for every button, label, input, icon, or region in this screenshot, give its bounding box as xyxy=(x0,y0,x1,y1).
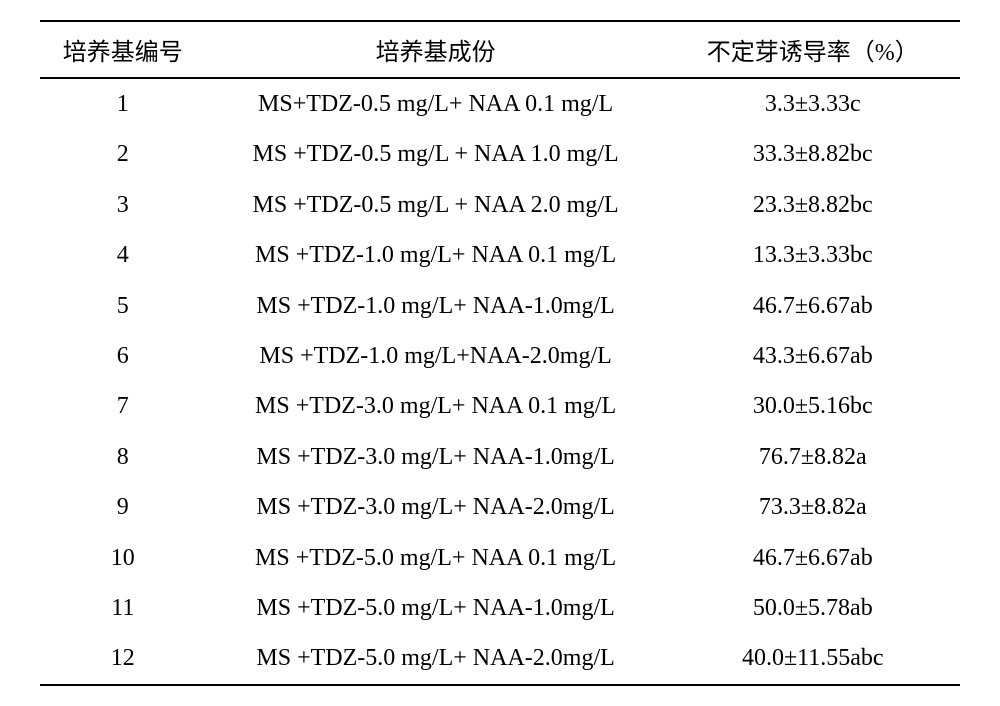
table-header-row: 培养基编号 培养基成份 不定芽诱导率（%） xyxy=(40,21,960,78)
cell-induction-rate: 46.7±6.67ab xyxy=(666,281,960,331)
cell-composition: MS +TDZ-0.5 mg/L + NAA 2.0 mg/L xyxy=(206,180,666,230)
table-row: 3MS +TDZ-0.5 mg/L + NAA 2.0 mg/L23.3±8.8… xyxy=(40,180,960,230)
cell-induction-rate: 23.3±8.82bc xyxy=(666,180,960,230)
cell-composition: MS +TDZ-1.0 mg/L+NAA-2.0mg/L xyxy=(206,331,666,381)
cell-id: 6 xyxy=(40,331,206,381)
cell-composition: MS +TDZ-3.0 mg/L+ NAA 0.1 mg/L xyxy=(206,381,666,431)
cell-composition: MS +TDZ-5.0 mg/L+ NAA-1.0mg/L xyxy=(206,583,666,633)
cell-induction-rate: 33.3±8.82bc xyxy=(666,129,960,179)
media-induction-table: 培养基编号 培养基成份 不定芽诱导率（%） 1MS+TDZ-0.5 mg/L+ … xyxy=(40,20,960,686)
cell-id: 2 xyxy=(40,129,206,179)
cell-induction-rate: 43.3±6.67ab xyxy=(666,331,960,381)
table-row: 9MS +TDZ-3.0 mg/L+ NAA-2.0mg/L73.3±8.82a xyxy=(40,482,960,532)
cell-id: 9 xyxy=(40,482,206,532)
header-induction-rate: 不定芽诱导率（%） xyxy=(666,21,960,78)
table-row: 7MS +TDZ-3.0 mg/L+ NAA 0.1 mg/L30.0±5.16… xyxy=(40,381,960,431)
cell-composition: MS +TDZ-5.0 mg/L+ NAA 0.1 mg/L xyxy=(206,533,666,583)
cell-id: 12 xyxy=(40,633,206,684)
table-body: 1MS+TDZ-0.5 mg/L+ NAA 0.1 mg/L3.3±3.33c2… xyxy=(40,78,960,685)
header-id: 培养基编号 xyxy=(40,21,206,78)
table-row: 4MS +TDZ-1.0 mg/L+ NAA 0.1 mg/L13.3±3.33… xyxy=(40,230,960,280)
table-row: 6MS +TDZ-1.0 mg/L+NAA-2.0mg/L43.3±6.67ab xyxy=(40,331,960,381)
table-row: 2MS +TDZ-0.5 mg/L + NAA 1.0 mg/L33.3±8.8… xyxy=(40,129,960,179)
cell-composition: MS +TDZ-1.0 mg/L+ NAA 0.1 mg/L xyxy=(206,230,666,280)
cell-id: 4 xyxy=(40,230,206,280)
cell-induction-rate: 30.0±5.16bc xyxy=(666,381,960,431)
cell-induction-rate: 73.3±8.82a xyxy=(666,482,960,532)
table-row: 11MS +TDZ-5.0 mg/L+ NAA-1.0mg/L50.0±5.78… xyxy=(40,583,960,633)
table-row: 8MS +TDZ-3.0 mg/L+ NAA-1.0mg/L76.7±8.82a xyxy=(40,432,960,482)
cell-composition: MS +TDZ-3.0 mg/L+ NAA-2.0mg/L xyxy=(206,482,666,532)
cell-id: 1 xyxy=(40,78,206,129)
table-row: 10MS +TDZ-5.0 mg/L+ NAA 0.1 mg/L46.7±6.6… xyxy=(40,533,960,583)
cell-composition: MS +TDZ-1.0 mg/L+ NAA-1.0mg/L xyxy=(206,281,666,331)
cell-id: 11 xyxy=(40,583,206,633)
cell-id: 3 xyxy=(40,180,206,230)
cell-composition: MS +TDZ-0.5 mg/L + NAA 1.0 mg/L xyxy=(206,129,666,179)
table-row: 1MS+TDZ-0.5 mg/L+ NAA 0.1 mg/L3.3±3.33c xyxy=(40,78,960,129)
cell-induction-rate: 13.3±3.33bc xyxy=(666,230,960,280)
cell-induction-rate: 40.0±11.55abc xyxy=(666,633,960,684)
cell-composition: MS+TDZ-0.5 mg/L+ NAA 0.1 mg/L xyxy=(206,78,666,129)
table-row: 5MS +TDZ-1.0 mg/L+ NAA-1.0mg/L46.7±6.67a… xyxy=(40,281,960,331)
table-row: 12MS +TDZ-5.0 mg/L+ NAA-2.0mg/L40.0±11.5… xyxy=(40,633,960,684)
header-composition: 培养基成份 xyxy=(206,21,666,78)
cell-induction-rate: 50.0±5.78ab xyxy=(666,583,960,633)
cell-id: 5 xyxy=(40,281,206,331)
cell-id: 8 xyxy=(40,432,206,482)
cell-id: 7 xyxy=(40,381,206,431)
cell-id: 10 xyxy=(40,533,206,583)
cell-induction-rate: 3.3±3.33c xyxy=(666,78,960,129)
cell-composition: MS +TDZ-3.0 mg/L+ NAA-1.0mg/L xyxy=(206,432,666,482)
cell-induction-rate: 46.7±6.67ab xyxy=(666,533,960,583)
cell-induction-rate: 76.7±8.82a xyxy=(666,432,960,482)
cell-composition: MS +TDZ-5.0 mg/L+ NAA-2.0mg/L xyxy=(206,633,666,684)
